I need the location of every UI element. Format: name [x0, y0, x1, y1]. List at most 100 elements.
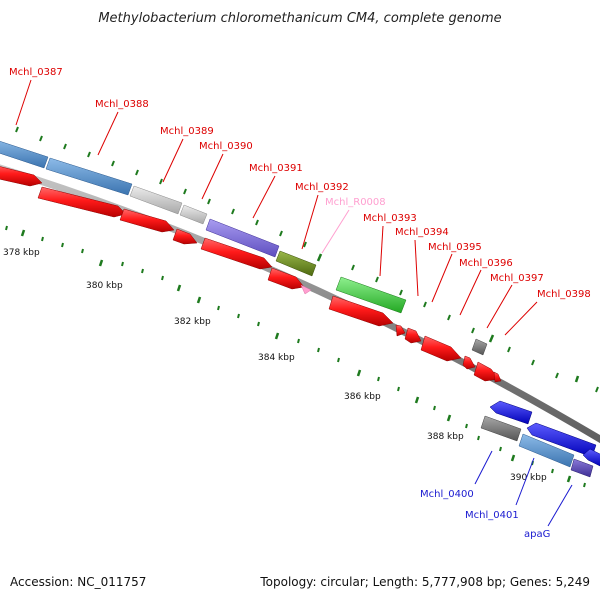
- tick-mark: [595, 386, 599, 393]
- gene-label-mchl-0401[interactable]: Mchl_0401: [465, 510, 519, 521]
- gene-label-mchl-0391[interactable]: Mchl_0391: [249, 163, 303, 174]
- cds-arrow-mchl-0401[interactable]: [526, 422, 597, 458]
- gene-bar-mchl-0389[interactable]: [129, 185, 183, 215]
- tick-row-outer: [15, 126, 599, 393]
- tick-mark: [111, 160, 115, 167]
- cds-arrow-mchl-0388[interactable]: [37, 186, 127, 218]
- tick-mark: [141, 268, 144, 274]
- gene-label-mchl-0398[interactable]: Mchl_0398: [537, 289, 591, 300]
- tick-mark-major: [488, 334, 495, 343]
- tick-mark: [551, 468, 554, 474]
- cds-arrow-mchl-0389[interactable]: [119, 208, 175, 233]
- gene-label-mchl-0397[interactable]: Mchl_0397: [490, 273, 544, 284]
- cds-track: [0, 164, 502, 383]
- tick-mark: [433, 405, 436, 411]
- gene-label-mchl-0388[interactable]: Mchl_0388: [95, 99, 149, 110]
- tick-mark: [397, 386, 400, 392]
- tick-mark: [447, 314, 451, 321]
- gene-label-mchl-0396[interactable]: Mchl_0396: [459, 258, 513, 269]
- tick-mark: [279, 230, 283, 237]
- scale-label: 388 kbp: [427, 432, 464, 442]
- tick-mark: [423, 301, 427, 308]
- tick-mark: [231, 208, 235, 215]
- cds-arrow-mchl-0393[interactable]: [328, 295, 394, 327]
- gene-bar-mchl-0392[interactable]: [275, 250, 317, 277]
- callout-line-mchl-0390: [201, 153, 224, 200]
- callout-line-mchl-0391: [252, 175, 276, 219]
- scale-label: 380 kbp: [86, 281, 123, 291]
- gene-label-mchl-r0008[interactable]: Mchl_R0008: [325, 197, 386, 208]
- tick-mark: [63, 143, 67, 150]
- cds-arrow-mchl-0397[interactable]: [462, 355, 476, 370]
- gene-bar-mchl-0393[interactable]: [335, 276, 407, 314]
- tick-mark: [183, 188, 187, 195]
- tick-mark: [237, 313, 240, 319]
- cds-arrow-mchl-0392[interactable]: [267, 267, 305, 290]
- callout-line-mchl-0400: [474, 450, 493, 485]
- gene-bar-mchl-0401[interactable]: [518, 433, 575, 468]
- tick-mark: [465, 423, 468, 429]
- accession-text: Accession: NC_011757: [10, 575, 146, 589]
- tick-mark: [297, 338, 300, 344]
- tick-mark-major: [316, 253, 323, 262]
- gene-label-mchl-0400[interactable]: Mchl_0400: [420, 489, 474, 500]
- cds-arrow-mchl-0396[interactable]: [420, 335, 462, 362]
- gene-label-apag[interactable]: apaG: [524, 529, 550, 540]
- callout-line-mchl-0392: [301, 194, 319, 250]
- tick-mark: [87, 151, 91, 158]
- tick-mark: [41, 236, 44, 242]
- tick-mark: [257, 321, 260, 327]
- cds-arrow-mchl-0395[interactable]: [404, 327, 422, 344]
- callout-line-mchl-0396: [459, 269, 482, 316]
- gene-label-mchl-0394[interactable]: Mchl_0394: [395, 227, 449, 238]
- scale-label: 382 kbp: [174, 317, 211, 327]
- tick-mark: [555, 372, 559, 379]
- tick-mark: [81, 248, 84, 254]
- gene-label-mchl-0392[interactable]: Mchl_0392: [295, 182, 349, 193]
- gene-label-mchl-0389[interactable]: Mchl_0389: [160, 126, 214, 137]
- gene-bar-mchl-0397[interactable]: [471, 338, 488, 356]
- tick-mark: [15, 126, 19, 133]
- tick-mark: [207, 198, 211, 205]
- callout-line-mchl-0394: [414, 239, 419, 297]
- cds-arrow-mchl-0394[interactable]: [395, 324, 406, 337]
- gene-bar-mchl-0388[interactable]: [45, 157, 133, 196]
- callout-line-mchl-0397: [486, 284, 513, 329]
- map-title: Methylobacterium chloromethanicum CM4, c…: [98, 11, 501, 26]
- callout-line-mchl-0388: [97, 111, 119, 156]
- tick-mark: [471, 327, 475, 334]
- gene-bar-mchl-0400[interactable]: [480, 415, 522, 442]
- cds-arrow-mchl-0390[interactable]: [172, 228, 198, 245]
- tick-mark: [531, 359, 535, 366]
- gene-label-mchl-0393[interactable]: Mchl_0393: [363, 213, 417, 224]
- tick-mark-major: [446, 414, 452, 422]
- gene-bar-apag[interactable]: [570, 458, 594, 478]
- scale-label: 386 kbp: [344, 392, 381, 402]
- cds-arrow-mchl-0400[interactable]: [489, 400, 533, 425]
- cds-arrow-mchl-0387[interactable]: [0, 164, 43, 187]
- tick-mark: [159, 178, 163, 185]
- gene-label-mchl-0387[interactable]: Mchl_0387: [9, 67, 63, 78]
- callout-line-mchl-0395: [431, 253, 453, 303]
- gene-bar-mchl-0387[interactable]: [0, 138, 49, 169]
- gene-label-mchl-0390[interactable]: Mchl_0390: [199, 141, 253, 152]
- tick-mark-major: [274, 332, 280, 340]
- gene-label-mchl-0395[interactable]: Mchl_0395: [428, 242, 482, 253]
- gene-bar-mchl-0390[interactable]: [179, 204, 208, 225]
- callout-line-mchl-r0008: [321, 209, 350, 254]
- genome-summary-text: Topology: circular; Length: 5,777,908 bp…: [259, 575, 590, 589]
- tick-mark-major: [98, 259, 104, 267]
- gene-bar-mchl-0391[interactable]: [205, 218, 280, 258]
- tick-mark: [61, 242, 64, 248]
- cds-arrow-extra[interactable]: [493, 371, 502, 383]
- reverse-track: [480, 400, 600, 478]
- cds-arrow-mchl-0391[interactable]: [200, 237, 273, 270]
- cds-arrow-apag[interactable]: [582, 448, 600, 467]
- cds-arrow-mchl-0398[interactable]: [473, 361, 500, 382]
- scale-label: 378 kbp: [3, 248, 40, 258]
- tick-mark-major: [414, 396, 420, 404]
- tick-mark: [507, 346, 511, 353]
- callout-line-mchl-0398: [504, 301, 538, 336]
- rna-arrow-mchl-r0008[interactable]: [300, 284, 312, 295]
- callout-line-mchl-0401: [515, 457, 535, 506]
